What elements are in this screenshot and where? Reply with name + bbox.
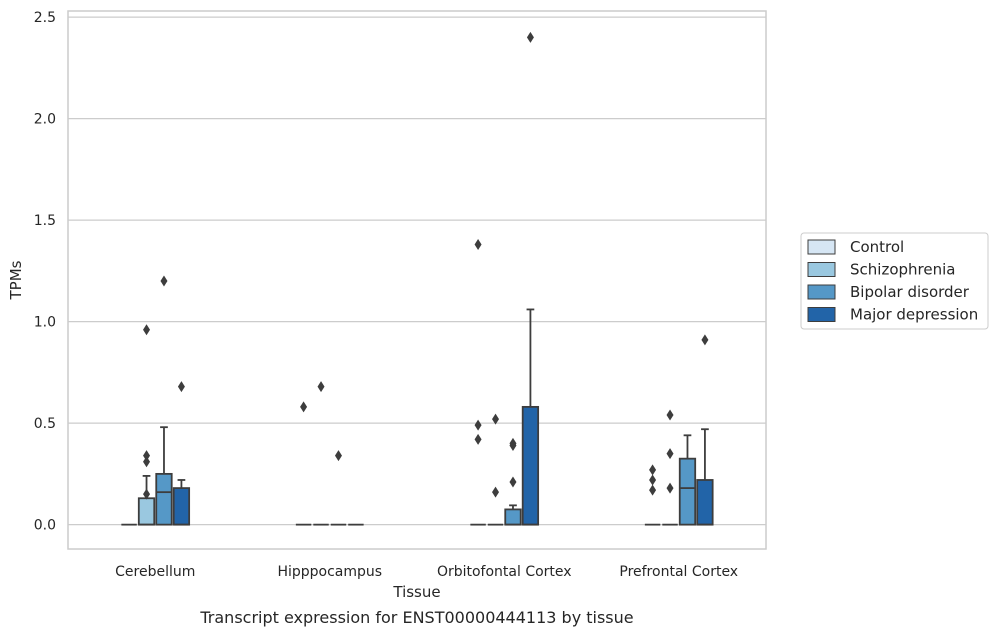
box-body [155,472,173,526]
outlier-point [300,401,308,413]
x-tick-label: Hipppocampus [277,564,382,580]
legend-swatch [807,239,836,255]
outlier-point [143,450,151,462]
legend-swatch [807,284,836,300]
legend-swatch [807,262,836,277]
outlier-point [143,456,151,468]
box-body [521,405,540,526]
y-tick-label: 1.0 [34,315,56,331]
x-tick-label: Prefrontal Cortex [619,564,738,580]
box-body [172,487,191,526]
outlier-point [492,486,500,498]
box-body [504,508,522,526]
legend-label: Schizophrenia [850,261,955,279]
outlier-point [509,439,517,451]
x-tick-labels: Cerebellum Hipppocampus Orbitofontal Corte… [115,564,738,580]
legend-label: Bipolar disorder [850,283,970,301]
y-tick-labels: 0.0 0.5 1.0 1.5 2.0 2.5 [34,10,56,534]
y-axis-title: TPMs [7,260,25,300]
outlier-point [701,334,709,346]
outlier-point [509,476,517,488]
box-schizophrenia [137,475,156,526]
legend-label: Control [850,238,904,256]
box-bipolar-disorder [155,426,173,526]
outlier-point [474,238,482,250]
outlier-point [474,419,482,431]
outlier-point [334,450,342,462]
outlier-point [492,413,500,425]
box-body [137,497,156,526]
outlier-point [649,484,657,496]
outlier-point [649,474,657,486]
y-tick-label: 0.5 [34,416,56,432]
outlier-point [526,31,534,43]
y-tick-label: 1.5 [34,213,56,229]
boxes [121,308,714,526]
x-tick-label: Cerebellum [115,564,195,580]
box-major-depression [696,428,714,526]
box-bipolar-disorder [504,504,522,526]
legend: Control Schizophrenia Bipolar disorder Majo… [800,232,989,330]
outlier-point [666,448,674,460]
outlier-points [143,31,709,500]
outlier-point [177,381,185,393]
legend-frame [800,232,989,330]
outlier-point [143,324,151,336]
x-axis-title: Tissue [392,583,440,601]
outlier-point [666,482,674,494]
box-body [696,479,714,526]
chart-caption: Transcript expression for ENST0000044411… [199,608,633,627]
gridlines [68,16,766,526]
box-bipolar-disorder [678,434,697,526]
box-major-depression [521,308,540,526]
x-tick-label: Orbitofontal Cortex [437,564,572,580]
outlier-point [474,433,482,445]
y-tick-label: 2.0 [34,112,56,128]
outlier-point [160,275,168,287]
plot-area-frame [67,10,767,550]
outlier-point [649,464,657,476]
y-tick-label: 0.0 [34,518,56,534]
y-tick-label: 2.5 [34,10,56,26]
box-major-depression [172,479,191,526]
legend-swatch [807,307,836,322]
outlier-point [143,488,151,500]
outlier-point [666,409,674,421]
outlier-point [317,381,325,393]
box-body [678,457,697,526]
legend-label: Major depression [850,306,978,324]
